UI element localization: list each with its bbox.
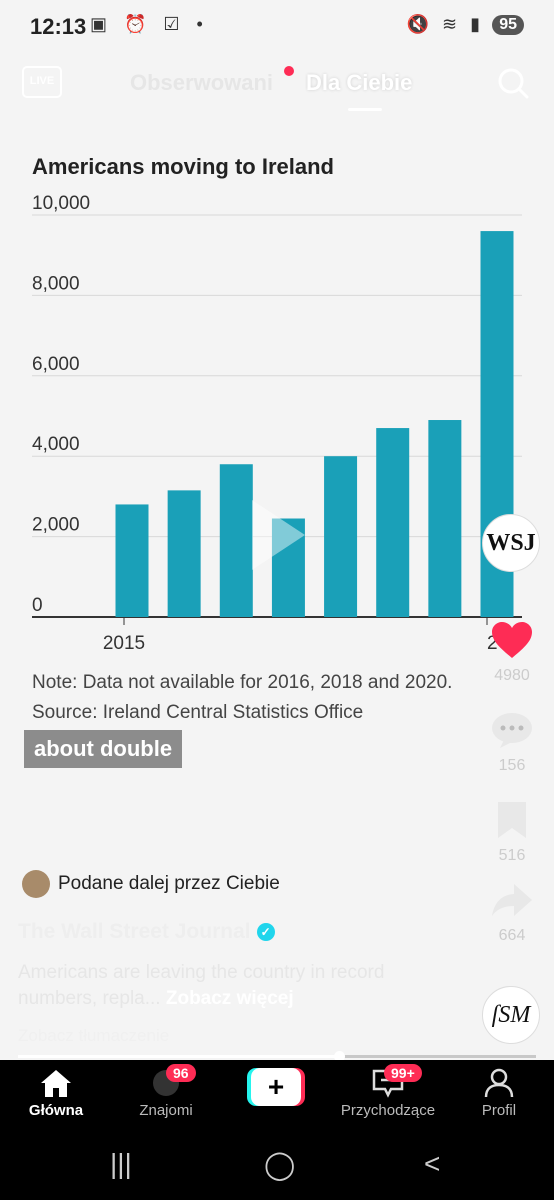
system-navigation-bar: ||| ◯ < [0,1134,554,1200]
live-icon[interactable]: LIVE [22,66,62,98]
play-icon[interactable] [252,500,305,570]
plus-icon: + [251,1068,301,1106]
repost-indicator: Podane dalej przez Ciebie [22,870,280,898]
bar-2019 [219,464,253,617]
system-status-icons: 🔇 ≋ ▮ [406,14,484,34]
y-tick-label: 8,000 [32,273,80,294]
save-count: 516 [498,847,526,864]
music-disc[interactable]: ſSM [482,986,540,1044]
bar-2015 [115,504,149,617]
bar-2022 [324,456,358,617]
x-tick-label: 2 [487,633,498,654]
home-circle-icon[interactable]: ◯ [264,1149,296,1180]
chart-note: Note: Data not available for 2016, 2018 … [32,672,453,693]
verified-icon: ✓ [256,923,275,942]
description-text: Americans are leaving the country in rec… [18,962,385,1009]
y-tick-label: 6,000 [32,354,80,375]
heart-icon [492,622,532,658]
nav-profile-label: Profil [481,1102,517,1119]
home-icon [41,1070,71,1097]
repost-label: Podane dalej przez Ciebie [58,873,280,895]
like-count: 4980 [494,667,530,684]
status-bar: 12:13 ▣ ⏰ ☑ • 🔇 ≋ ▮ 95 [0,0,554,52]
y-tick-label: 10,000 [32,193,90,214]
nav-inbox-label: Przychodzące [340,1102,436,1119]
video-caption: about double [24,730,183,768]
new-content-dot [284,66,294,76]
bar-2024 [428,420,462,617]
friends-badge: 96 [166,1064,196,1082]
x-tick-label: 2015 [103,633,145,654]
see-translation-link[interactable]: Zobacz tłumaczenie [18,1026,170,1045]
nav-home[interactable]: Główna [28,1068,84,1119]
progress-knob[interactable] [334,1051,346,1062]
save-button[interactable]: 516 [488,800,536,865]
author-name-text: The Wall Street Journal [18,920,251,943]
author-name[interactable]: The Wall Street Journal ✓ [18,920,275,944]
create-button[interactable]: + [247,1068,305,1106]
notification-icons: ▣ ⏰ ☑ • [90,14,209,34]
y-tick-label: 2,000 [32,515,80,536]
like-button[interactable]: 4980 [488,620,536,685]
inbox-badge: 99+ [384,1064,422,1082]
comment-count: 156 [498,757,526,774]
see-more-link[interactable]: Zobacz więcej [165,988,294,1009]
tab-for-you[interactable]: Dla Ciebie [306,70,413,95]
reposter-avatar [22,870,50,898]
active-tab-indicator [348,108,382,111]
y-tick-label: 0 [32,595,43,616]
nav-friends-label: Znajomi [139,1102,193,1119]
bookmark-icon [498,802,526,838]
battery-indicator: 95 [492,15,524,35]
bar-2017 [167,490,201,617]
chart-title: Americans moving to Ireland [32,154,334,179]
top-navigation: LIVE Obserwowani Dla Ciebie [0,60,554,111]
share-button[interactable]: 664 [488,880,536,945]
bar-2021 [271,518,305,617]
chart-source: Source: Ireland Central Statistics Offic… [32,702,364,723]
comment-icon [492,713,532,748]
nav-home-label: Główna [28,1102,84,1119]
creator-avatar[interactable]: WSJ [482,514,540,572]
status-time: 12:13 [30,14,87,39]
profile-icon [484,1068,514,1098]
bar-2023 [376,428,410,617]
bar-chart: 0 2,000 4,000 6,000 8,000 10,000 2015 2 [32,193,522,654]
share-arrow-icon [492,884,532,916]
y-tick-label: 4,000 [32,434,80,455]
post-description[interactable]: Americans are leaving the country in rec… [18,960,438,1012]
nav-profile[interactable]: Profil [474,1068,524,1119]
video-progress-bar[interactable] [18,1051,536,1062]
search-icon[interactable] [496,66,530,100]
bottom-navigation: Główna Znajomi 96 + Przychodzące 99+ Pro… [0,1060,554,1134]
tab-following[interactable]: Obserwowani [130,70,274,95]
progress-fill [18,1055,340,1058]
recents-icon[interactable]: ||| [110,1148,132,1179]
share-count: 664 [498,927,526,944]
comment-button[interactable]: 156 [488,710,536,775]
back-icon[interactable]: < [424,1148,441,1179]
